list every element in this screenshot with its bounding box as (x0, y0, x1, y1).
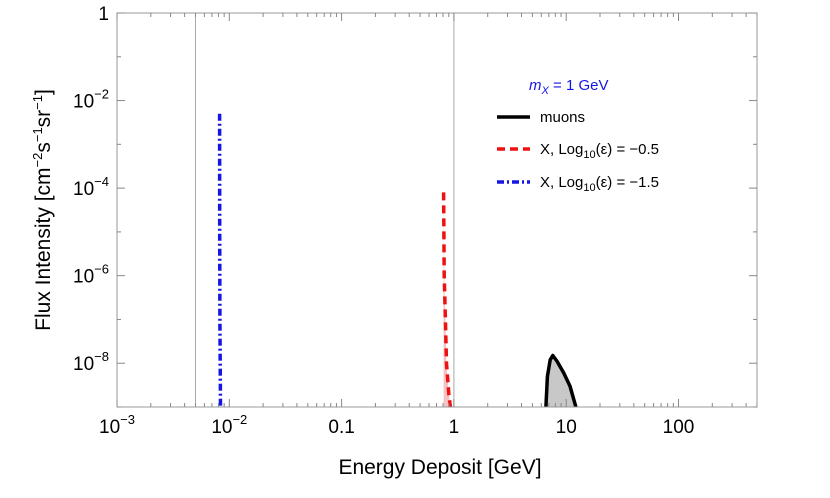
y-tick-label: 10−8 (73, 349, 109, 375)
y-tick-label: 10−2 (73, 87, 109, 113)
x-tick-label: 10 (556, 417, 577, 438)
y-tick-label: 10−4 (73, 174, 109, 200)
x-tick-label: 10−3 (99, 412, 135, 438)
series-line-muons (544, 353, 578, 407)
y-tick-label: 1 (98, 4, 109, 25)
axis-tick-labels: 10−3 10−2 0.1 1 10 100 1 10−2 10−4 10−6 10−8 (73, 4, 694, 438)
plot-frame (116, 12, 758, 408)
x-tick-label: 100 (663, 417, 695, 438)
legend-label-muons: muons (540, 109, 585, 126)
series-fill-0 (545, 355, 576, 407)
series-line-x-log10-1-5 (217, 113, 223, 407)
x-tick-label: 0.1 (328, 417, 354, 438)
x-tick-label: 1 (449, 417, 460, 438)
series-fills (443, 192, 576, 407)
series-line-x-log10-0-5 (441, 192, 453, 407)
y-axis-title: Flux Intensity [cm−2s−1sr−1] (30, 89, 55, 331)
series-curves (217, 113, 578, 407)
y-tick-label: 10−6 (73, 262, 109, 288)
x-axis-title: Energy Deposit [GeV] (338, 456, 541, 479)
x-tick-label: 10−2 (211, 412, 247, 438)
legend-label-x-m05: X, Log10(ε) = −0.5 (540, 141, 659, 161)
legend: mX = 1 GeV muons X, Log10(ε) = −0.5 X, L… (497, 77, 659, 194)
reference-lines (194, 13, 455, 407)
legend-label-x-m15: X, Log10(ε) = −1.5 (540, 174, 659, 194)
axis-ticks (116, 12, 758, 408)
legend-title: mX = 1 GeV (529, 77, 608, 97)
